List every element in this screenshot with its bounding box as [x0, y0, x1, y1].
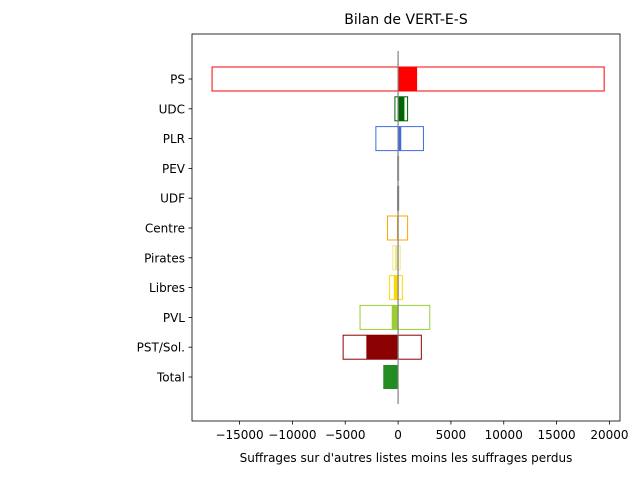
- y-tick-label: UDF: [160, 192, 185, 206]
- plot-frame: [191, 33, 621, 422]
- bar-udc-net: [398, 96, 405, 121]
- x-tick-label: 0: [394, 428, 402, 442]
- bar-ps-lost: [211, 66, 399, 92]
- bar-centre-gained: [397, 215, 409, 241]
- y-tick-label: PEV: [162, 162, 186, 176]
- bar-pirates-net: [394, 245, 399, 270]
- x-tick-label: −15000: [215, 428, 263, 442]
- y-tick-label: PST/Sol.: [137, 341, 185, 355]
- bar-pvl-net: [391, 305, 399, 330]
- y-tick-label: Total: [156, 371, 185, 385]
- bar-plr-net: [398, 126, 402, 151]
- x-tick-label: −5000: [325, 428, 366, 442]
- bar-libres-net: [393, 275, 399, 300]
- bar-plr-lost: [375, 126, 399, 152]
- y-tick-label: PS: [170, 73, 185, 87]
- y-tick-label: Pirates: [144, 251, 185, 265]
- bar-pvl-gained: [397, 304, 431, 330]
- x-tick-label: 10000: [485, 428, 523, 442]
- y-tick-label: Centre: [145, 222, 185, 236]
- bar-pst-sol-gained: [397, 334, 422, 360]
- y-tick-label: UDC: [159, 102, 185, 116]
- bar-ps-net: [398, 67, 418, 91]
- bar-libres-gained: [397, 275, 403, 301]
- bar-plr-gained: [397, 126, 424, 152]
- x-tick-label: −10000: [268, 428, 316, 442]
- chart-title: Bilan de VERT-E-S: [344, 12, 468, 28]
- y-tick-label: Libres: [149, 281, 185, 295]
- bar-total-net: [383, 365, 399, 389]
- x-tick-label: 20000: [590, 428, 628, 442]
- x-tick-label: 15000: [537, 428, 575, 442]
- y-tick-label: PVL: [163, 311, 185, 325]
- x-axis: −15000 −10000 −5000 0 5000 10000 15000 20000: [215, 421, 629, 442]
- bars-layer: [211, 66, 605, 389]
- y-axis: PS UDC PLR PEV UDF Centre Pirates Libres PVL PST/…: [137, 73, 192, 385]
- bar-ps-gained: [397, 66, 605, 92]
- y-tick-label: PLR: [163, 132, 185, 146]
- bar-pst-sol-net: [366, 335, 399, 360]
- bar-centre-lost: [387, 215, 399, 241]
- x-tick-label: 5000: [436, 428, 467, 442]
- x-axis-label: Suffrages sur d'autres listes moins les …: [240, 451, 573, 465]
